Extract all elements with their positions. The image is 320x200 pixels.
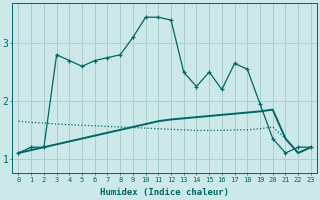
X-axis label: Humidex (Indice chaleur): Humidex (Indice chaleur) — [100, 188, 229, 197]
